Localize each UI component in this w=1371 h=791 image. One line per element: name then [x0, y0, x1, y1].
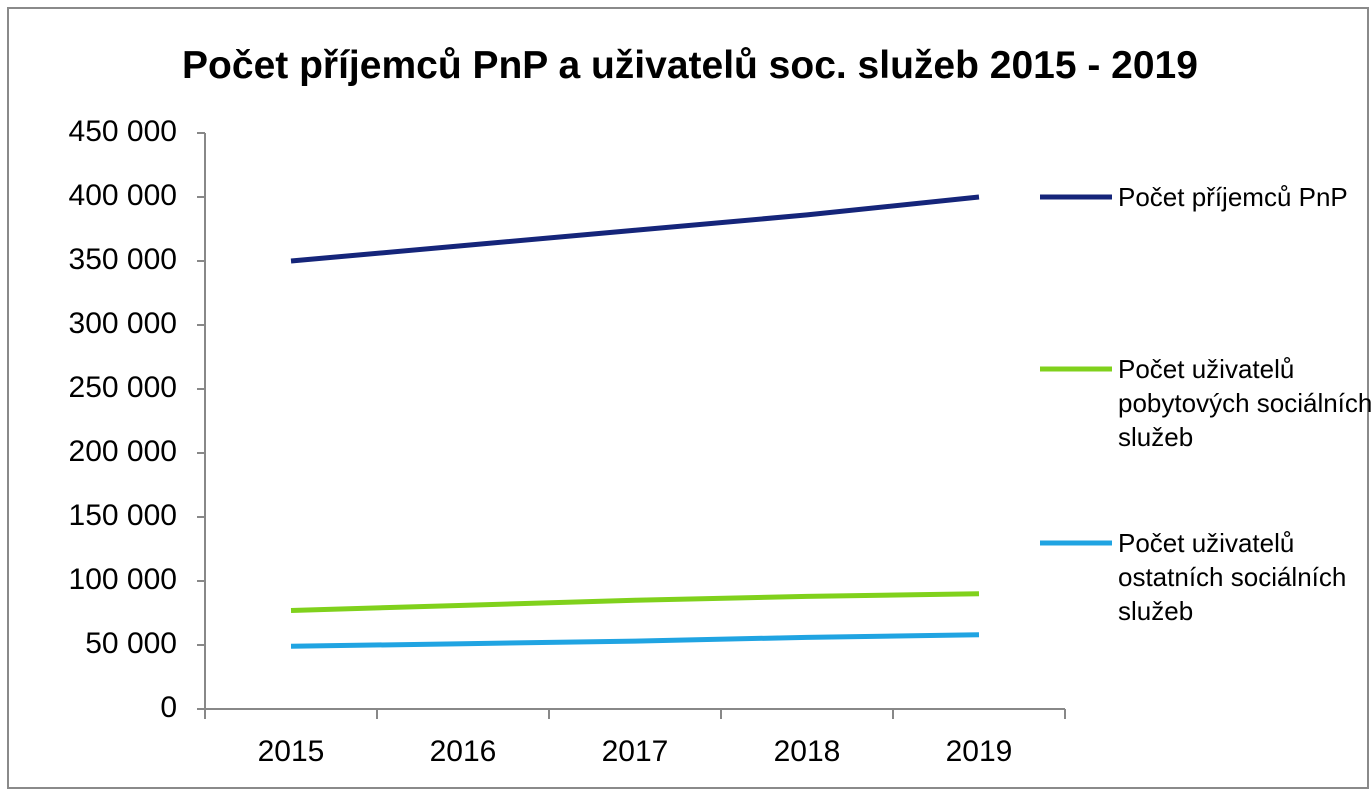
x-tick-label: 2017	[602, 735, 669, 768]
x-tick-label: 2016	[430, 735, 497, 768]
legend-label: Počet uživatelů ostatních sociálních slu…	[1118, 528, 1347, 626]
x-tick-label: 2018	[774, 735, 841, 768]
series-line	[290, 632, 980, 649]
y-tick-label: 400 000	[69, 179, 177, 212]
y-tick-label: 0	[160, 691, 177, 724]
x-tick-label: 2019	[946, 735, 1013, 768]
y-tick-label: 200 000	[69, 435, 177, 468]
y-tick-label: 150 000	[69, 499, 177, 532]
chart-title: Počet příjemců PnP a uživatelů soc. služ…	[182, 44, 1198, 87]
y-tick-label: 250 000	[69, 371, 177, 404]
legend-label: Počet příjemců PnP	[1118, 182, 1348, 212]
y-tick-label: 300 000	[69, 307, 177, 340]
series-line	[290, 194, 980, 264]
x-tick-label: 2015	[258, 735, 325, 768]
legend-label: Počet uživatelů pobytových sociálních sl…	[1118, 354, 1371, 452]
y-tick-label: 350 000	[69, 243, 177, 276]
frame	[7, 7, 1369, 789]
series-line	[290, 591, 980, 613]
y-tick-label: 100 000	[69, 563, 177, 596]
y-tick-label: 450 000	[69, 115, 177, 148]
y-tick-label: 50 000	[85, 627, 177, 660]
